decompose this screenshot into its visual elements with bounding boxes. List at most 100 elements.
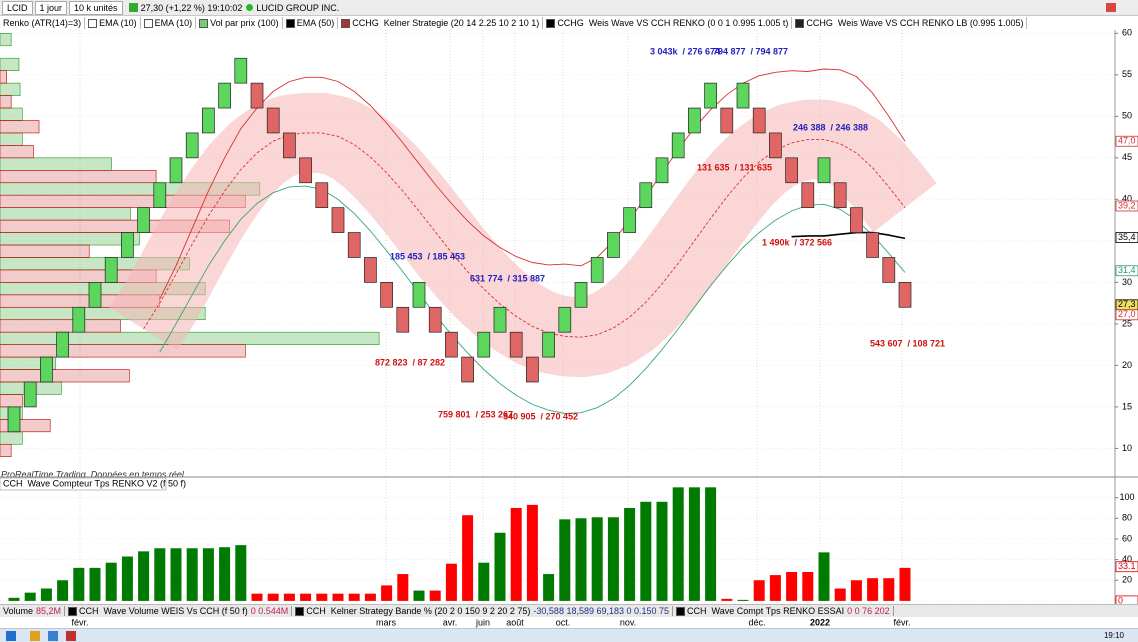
status-item: Volume 85,2M [0,606,66,616]
renko-brick [785,157,798,184]
wave-bar [769,575,781,601]
indicator-line [159,68,906,300]
status-item: CCH Kelner Strategy Bande % (20 2 0 150 … [292,606,674,616]
app-icon[interactable] [48,630,58,641]
indicator[interactable]: CCHG Kelner Strategie (20 14 2.25 10 2 1… [338,17,544,29]
start-button[interactable] [6,630,16,641]
renko-brick [299,157,312,184]
renko-brick [88,282,102,308]
volume-profile-sell [0,443,12,458]
volume-profile-sell [0,70,7,84]
renko-brick [234,57,248,84]
wave-bar [381,585,393,601]
renko-brick [428,306,442,333]
indicator-line [791,231,906,240]
price-marker-label: 39,2 [1118,200,1136,210]
renko-brick [153,182,167,209]
renko-brick [461,356,474,383]
wave-bar [883,578,895,601]
renko-brick [509,331,523,358]
renko-brick [40,356,53,383]
indicator-icon [341,18,351,28]
indicator[interactable]: EMA (10) [85,17,141,29]
renko-brick [574,282,588,308]
indicator[interactable]: Renko (ATR(14)=3) [0,17,86,29]
volume-profile-buy [0,207,131,221]
volume-profile-sell [0,145,34,159]
wave-bar [121,556,133,601]
wave-bar [559,519,571,601]
indicator-text: CCHG Weis Wave VS CCH RENKO (0 0 1 0.995… [557,18,789,28]
status-label: Volume [3,606,34,616]
renko-brick [396,306,410,333]
renko-brick [283,132,296,159]
renko-brick [720,107,734,134]
renko-brick [218,82,231,109]
panel-title: CCH Wave Compteur Tps RENKO V2 (f 50 f) [3,478,186,488]
annotation: 794 877 / 794 877 [713,46,788,56]
period[interactable]: 1 jour [34,0,68,15]
indicator[interactable]: CCHG Weis Wave VS CCH RENKO (0 0 1 0.995… [543,17,793,29]
time-label: juin [475,617,490,627]
renko-brick [169,157,183,184]
wave-bar [526,504,538,601]
renko-brick [639,182,653,209]
app-icon[interactable] [30,630,40,641]
renko-brick [688,107,701,134]
wave-bar [867,578,879,601]
alert-icon[interactable] [1106,3,1116,12]
indicator[interactable]: Vol par prix (100) [196,17,283,29]
wave-bar [283,593,295,601]
status-label: CCH Wave Volume WEIS Vs CCH (f 50 f) [79,606,248,616]
wave-bar [8,597,20,601]
volume-profile-sell [0,394,23,408]
renko-brick [526,356,539,383]
y-tick-label: 40 [1122,194,1132,204]
status-bar: Volume 85,2M CCH Wave Volume WEIS Vs CCH … [0,604,1138,617]
indicator[interactable]: EMA (50) [283,17,339,29]
renko-brick [671,132,685,159]
annotation: 3 043k / 276 674 [650,46,720,56]
renko-brick [655,157,669,184]
annotation: 185 453 / 185 453 [390,251,465,261]
annotation: 759 801 / 253 267 [438,409,513,419]
renko-brick [898,282,912,308]
app-icon[interactable] [66,630,76,641]
status-value: -30,588 18,589 69,183 0 0.150 75 [533,606,670,616]
renko-brick [882,257,896,283]
wave-bar [219,547,231,601]
volume-profile-sell [0,344,246,358]
volume-profile-sell [0,95,12,109]
wave-bar [445,563,457,601]
time-label: févr. [71,617,88,627]
price-marker-box [1115,232,1138,243]
quote-icon [128,3,138,12]
volume-profile-buy [0,57,20,71]
status-label: CCH Kelner Strategy Bande % (20 2 0 150 … [306,606,531,616]
wave-bar [656,501,668,601]
price-marker-box [1115,200,1138,212]
renko-brick [347,232,361,258]
symbol[interactable]: LCID [2,0,33,15]
y-tick-label: 10 [1122,443,1132,453]
wave-bar [624,507,636,601]
wave-bar [170,548,182,601]
time-label: août [506,617,524,627]
indicator[interactable]: EMA (10) [141,17,197,29]
renko-brick [250,82,264,109]
status-icon [295,606,305,616]
volume-profile-buy [0,232,140,246]
status-label: CCH Wave Compt Tps RENKO ESSAI [687,606,845,616]
wave-bar [300,593,312,601]
value-marker-label: 33.1 [1118,561,1136,571]
wave-bar [40,588,52,601]
renko-brick [266,107,280,134]
renko-brick [202,107,215,134]
indicator-icon [199,18,209,28]
renko-brick [607,232,620,258]
units[interactable]: 10 k unités [69,0,123,15]
renko-brick [590,257,604,283]
indicator[interactable]: CCHG Weis Wave VS CCH RENKO LB (0.995 1.… [792,17,1028,29]
price-marker-box [1115,265,1138,277]
wave-bar [705,487,717,601]
